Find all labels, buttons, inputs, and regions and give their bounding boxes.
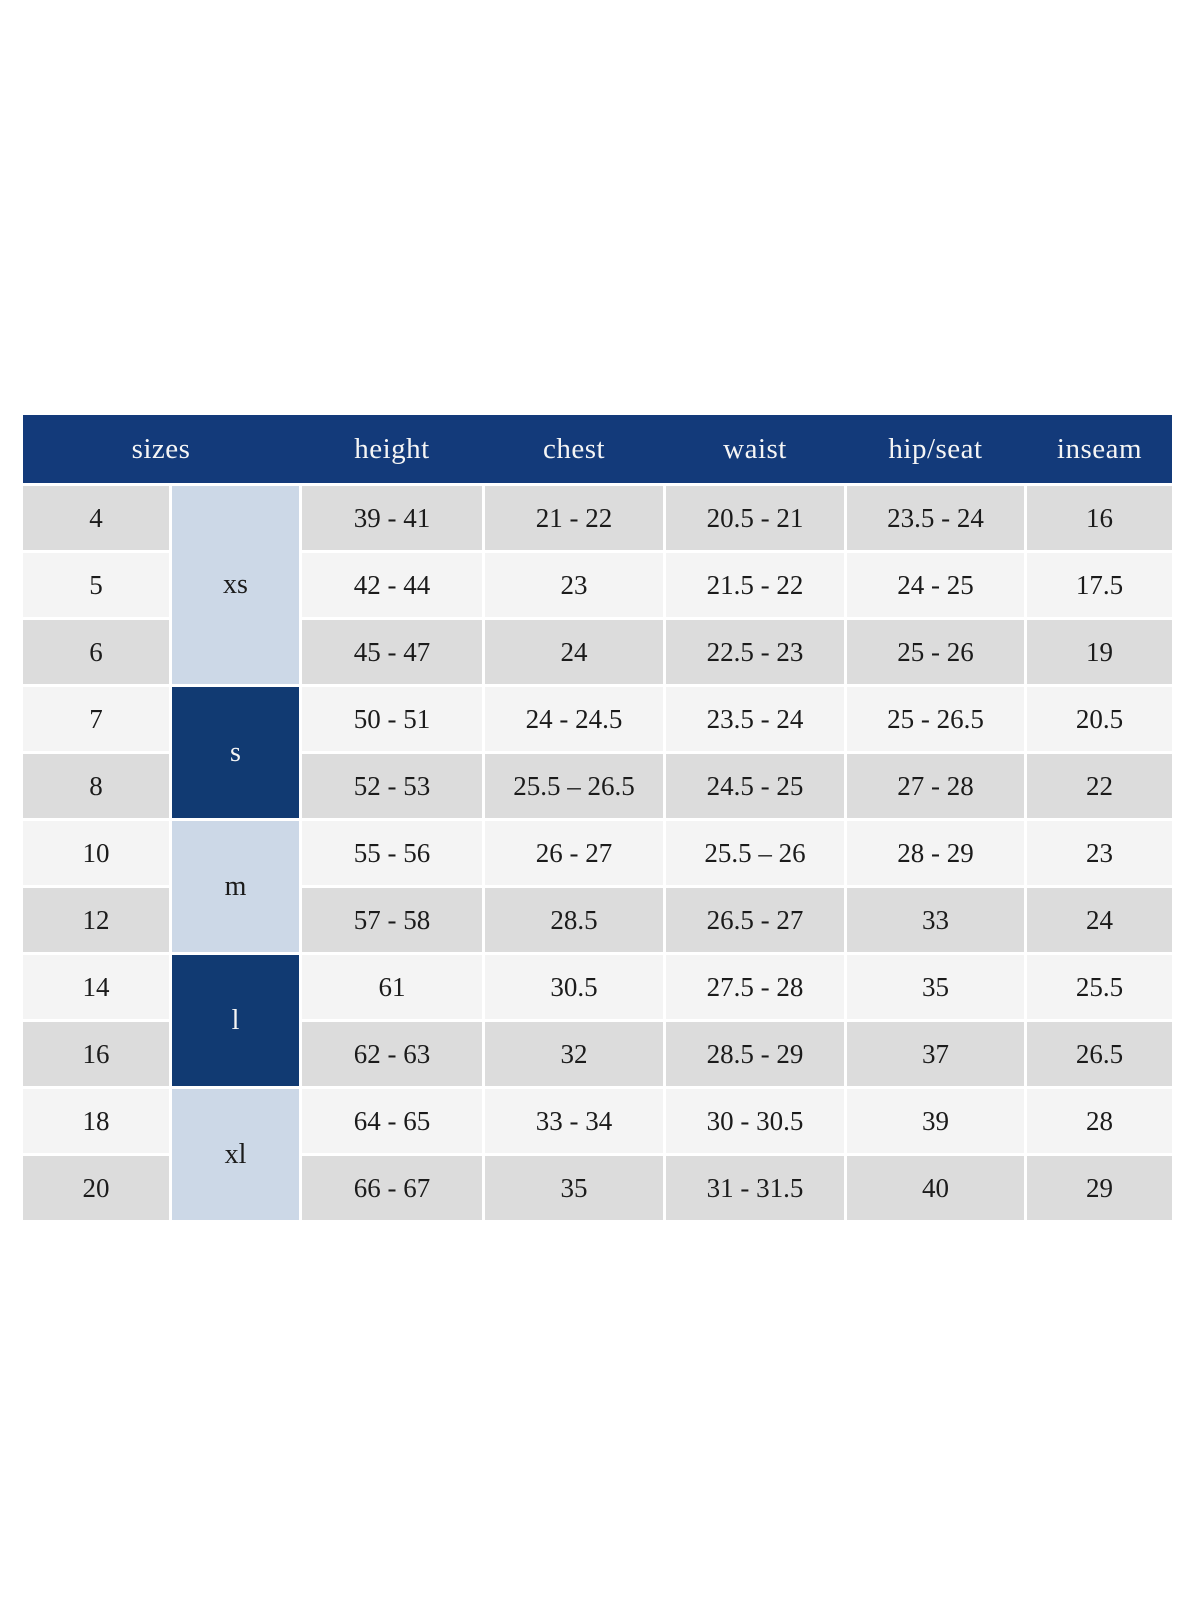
chest-cell: 33 - 34 [485,1089,663,1153]
header-waist: waist [723,432,787,465]
hip-seat-cell: 27 - 28 [847,754,1024,818]
chest-cell: 24 [485,620,663,684]
waist-cell: 31 - 31.5 [666,1156,844,1220]
hip-seat-cell: 39 [847,1089,1024,1153]
header-inseam: inseam [1056,432,1143,465]
chest-cell: 28.5 [485,888,663,952]
height-cell: 50 - 51 [302,687,482,751]
hip-seat-cell: 37 [847,1022,1024,1086]
table-body: 4 39 - 41 21 - 22 20.5 - 21 23.5 - 24 16 5 42 -… [23,486,1172,1220]
hip-seat-cell: 35 [847,955,1024,1019]
waist-cell: 21.5 - 22 [666,553,844,617]
hip-seat-cell: 23.5 - 24 [847,486,1024,550]
size-number-cell: 7 [23,687,169,751]
inseam-cell: 22 [1027,754,1172,818]
waist-cell: 24.5 - 25 [666,754,844,818]
height-cell: 52 - 53 [302,754,482,818]
waist-cell: 28.5 - 29 [666,1022,844,1086]
size-number-cell: 5 [23,553,169,617]
inseam-cell: 19 [1027,620,1172,684]
height-cell: 45 - 47 [302,620,482,684]
waist-cell: 20.5 - 21 [666,486,844,550]
hip-seat-cell: 40 [847,1156,1024,1220]
size-number-cell: 20 [23,1156,169,1220]
inseam-cell: 26.5 [1027,1022,1172,1086]
size-number-cell: 16 [23,1022,169,1086]
size-number-cell: 10 [23,821,169,885]
chest-cell: 30.5 [485,955,663,1019]
size-chart-table: sizes height chest waist hip/seat inseam… [23,415,1172,1220]
height-cell: 42 - 44 [302,553,482,617]
size-group-cell-l: l [172,955,299,1086]
table-header-row: sizes height chest waist hip/seat inseam [23,415,1172,483]
header-height: height [354,432,430,465]
header-sizes: sizes [131,432,191,465]
waist-cell: 23.5 - 24 [666,687,844,751]
size-number-cell: 4 [23,486,169,550]
hip-seat-cell: 28 - 29 [847,821,1024,885]
inseam-cell: 24 [1027,888,1172,952]
height-cell: 61 [302,955,482,1019]
inseam-cell: 17.5 [1027,553,1172,617]
inseam-cell: 29 [1027,1156,1172,1220]
waist-cell: 22.5 - 23 [666,620,844,684]
hip-seat-cell: 25 - 26.5 [847,687,1024,751]
size-number-cell: 12 [23,888,169,952]
chest-cell: 25.5 – 26.5 [485,754,663,818]
waist-cell: 26.5 - 27 [666,888,844,952]
size-number-cell: 6 [23,620,169,684]
height-cell: 66 - 67 [302,1156,482,1220]
chest-cell: 24 - 24.5 [485,687,663,751]
size-number-cell: 14 [23,955,169,1019]
size-group-cell-s: s [172,687,299,818]
waist-cell: 25.5 – 26 [666,821,844,885]
waist-cell: 27.5 - 28 [666,955,844,1019]
waist-cell: 30 - 30.5 [666,1089,844,1153]
size-group-cell-m: m [172,821,299,952]
height-cell: 57 - 58 [302,888,482,952]
chest-cell: 32 [485,1022,663,1086]
chest-cell: 23 [485,553,663,617]
inseam-cell: 23 [1027,821,1172,885]
inseam-cell: 16 [1027,486,1172,550]
header-chest: chest [542,432,606,465]
header-hip-seat: hip/seat [888,432,983,465]
height-cell: 64 - 65 [302,1089,482,1153]
chest-cell: 21 - 22 [485,486,663,550]
size-number-cell: 8 [23,754,169,818]
hip-seat-cell: 24 - 25 [847,553,1024,617]
hip-seat-cell: 25 - 26 [847,620,1024,684]
inseam-cell: 28 [1027,1089,1172,1153]
height-cell: 62 - 63 [302,1022,482,1086]
size-group-cell-xs: xs [172,486,299,684]
chest-cell: 35 [485,1156,663,1220]
height-cell: 55 - 56 [302,821,482,885]
size-number-cell: 18 [23,1089,169,1153]
inseam-cell: 25.5 [1027,955,1172,1019]
height-cell: 39 - 41 [302,486,482,550]
size-group-cell-xl: xl [172,1089,299,1220]
chest-cell: 26 - 27 [485,821,663,885]
inseam-cell: 20.5 [1027,687,1172,751]
hip-seat-cell: 33 [847,888,1024,952]
